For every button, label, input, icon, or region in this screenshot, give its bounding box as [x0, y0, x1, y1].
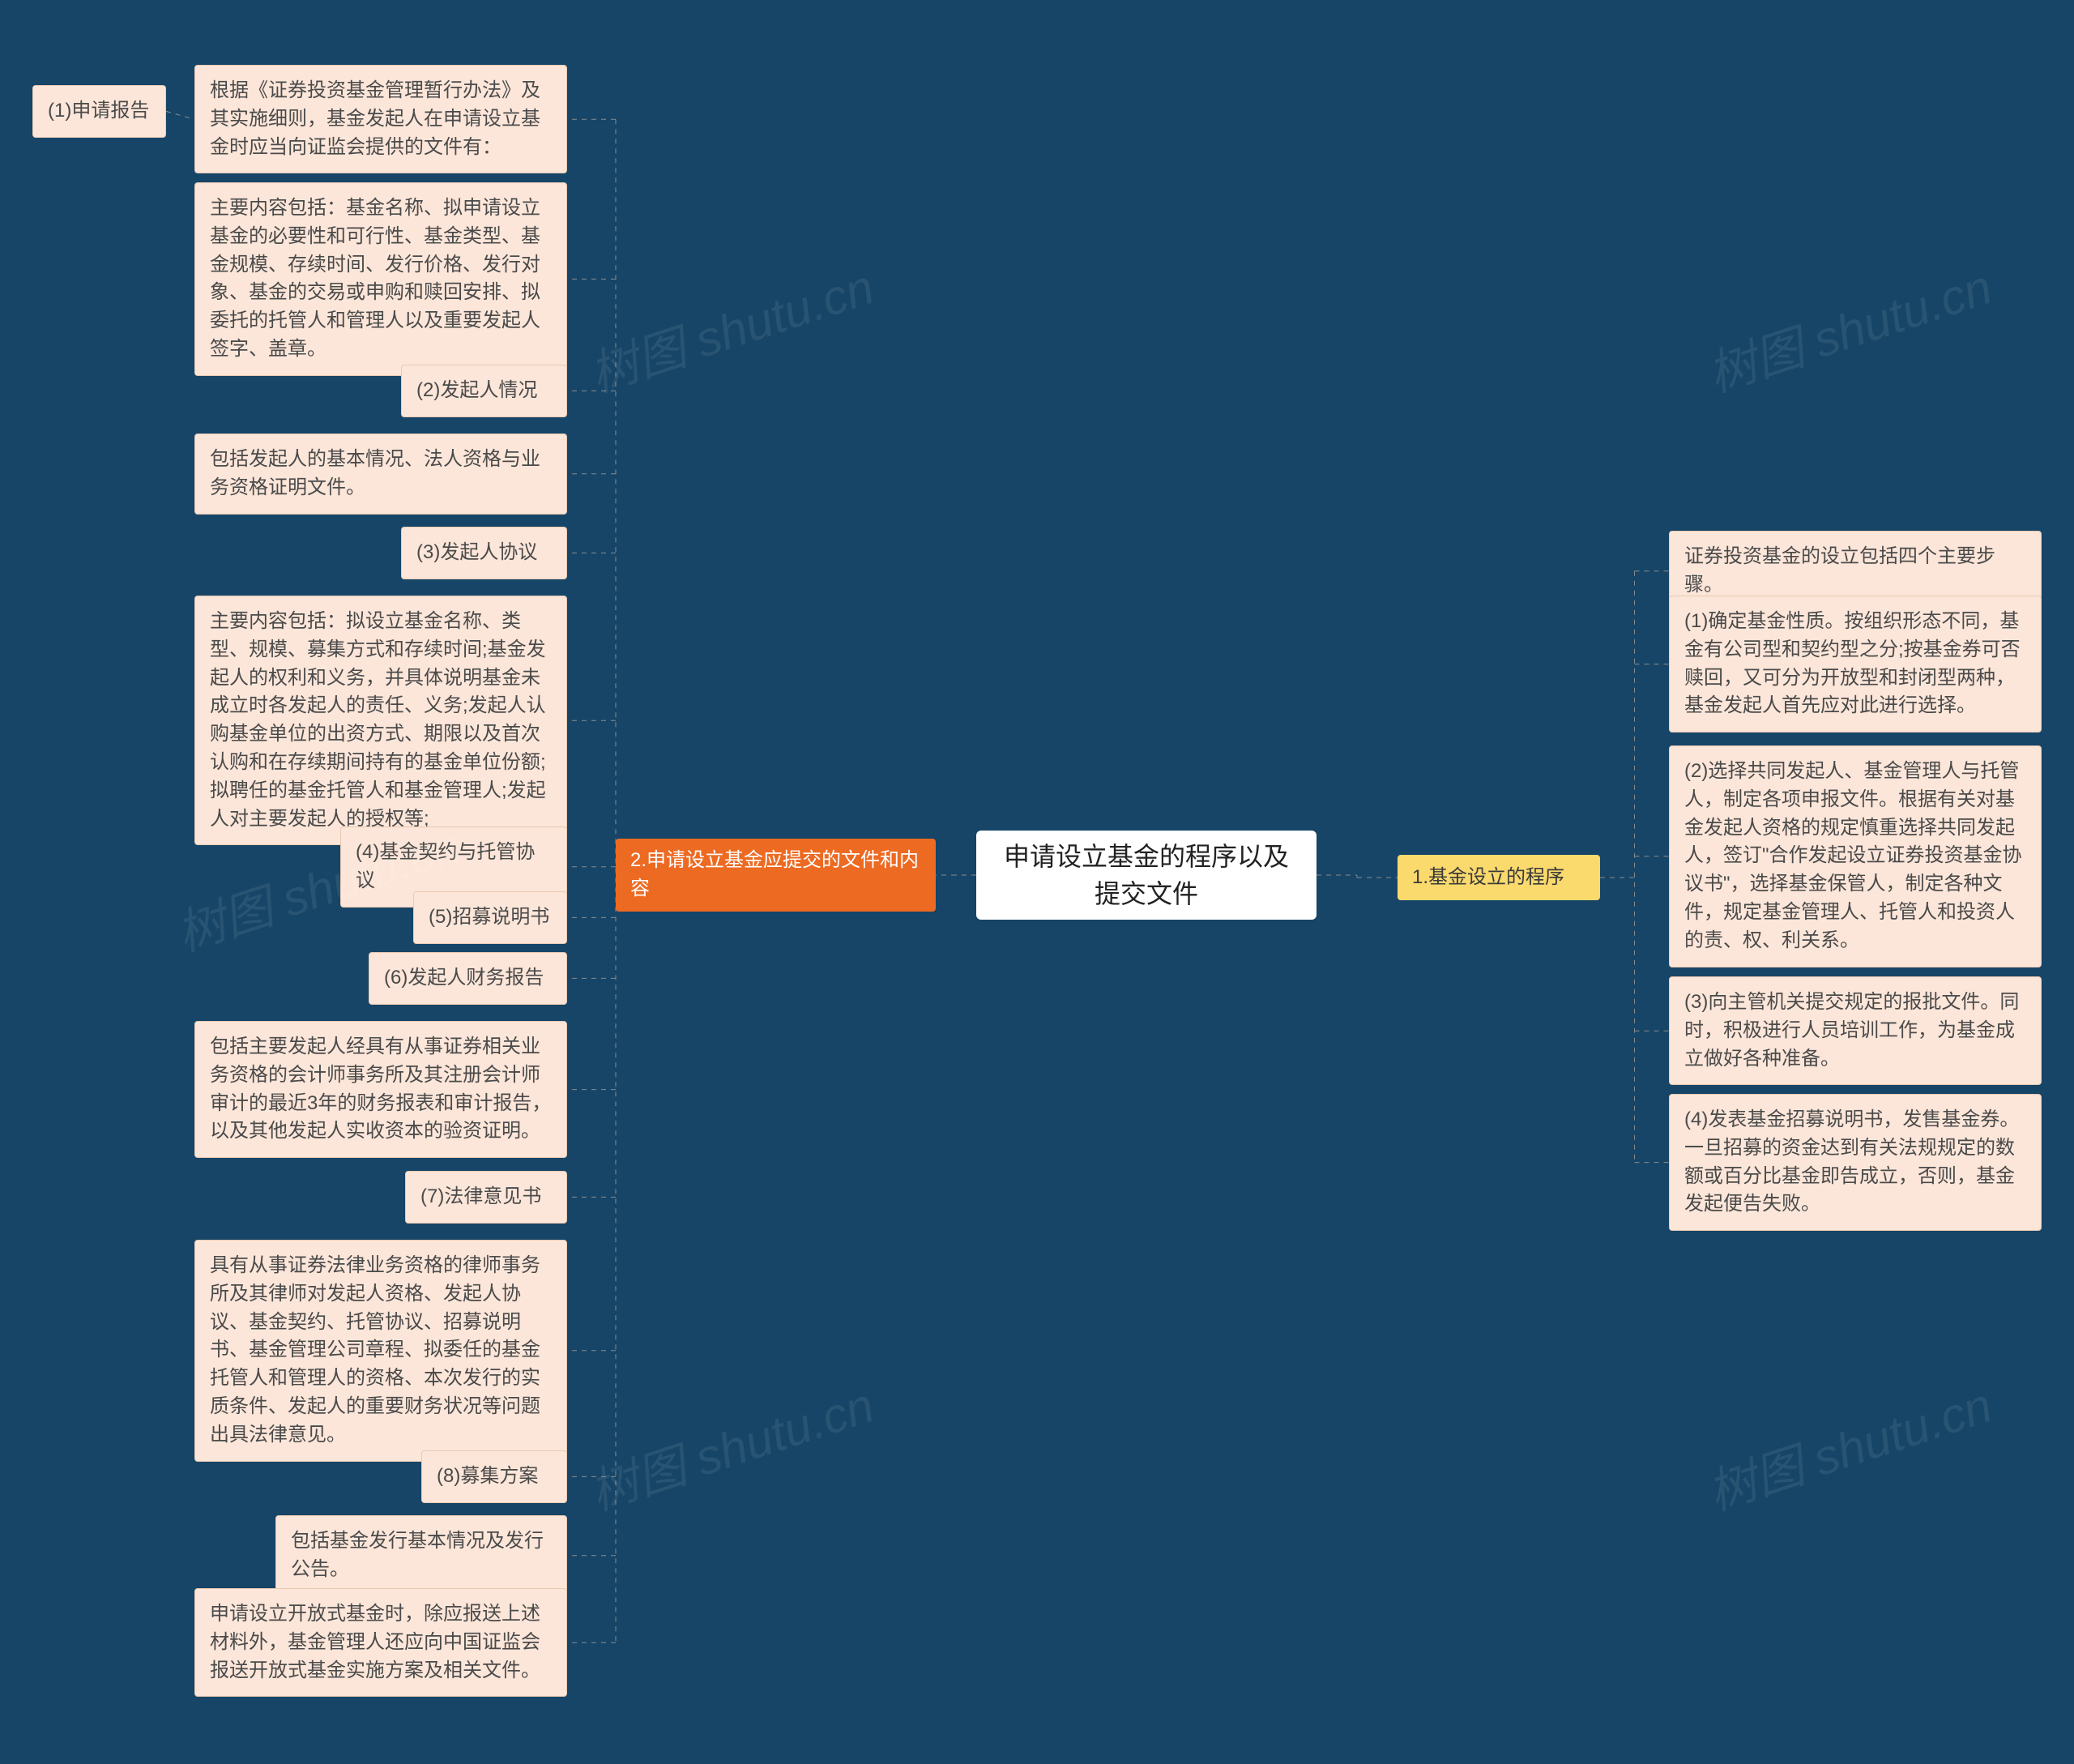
leaf-left-7: (5)招募说明书 — [413, 891, 567, 944]
leaf-left-9-text: 包括主要发起人经具有从事证券相关业务资格的会计师事务所及其注册会计师审计的最近3… — [210, 1033, 552, 1146]
leaf-left-13: 包括基金发行基本情况及发行公告。 — [275, 1515, 567, 1596]
branch-left-label-l2: 容 — [630, 875, 650, 903]
leaf-left-14: 申请设立开放式基金时，除应报送上述材料外，基金管理人还应向中国证监会报送开放式基… — [194, 1588, 567, 1697]
leaf-left-1: 主要内容包括：基金名称、拟申请设立基金的必要性和可行性、基金类型、基金规模、存续… — [194, 182, 567, 376]
leaf-left-6-text: (4)基金契约与托管协议 — [356, 839, 552, 895]
leaf-left-3: 包括发起人的基本情况、法人资格与业务资格证明文件。 — [194, 434, 567, 515]
leaf-right-2: (2)选择共同发起人、基金管理人与托管人，制定各项申报文件。根据有关对基金发起人… — [1669, 745, 2042, 967]
leaf-left-2-text: (2)发起人情况 — [416, 377, 537, 405]
watermark: 树图 shutu.cn — [1697, 248, 1999, 406]
leaf-left-9: 包括主要发起人经具有从事证券相关业务资格的会计师事务所及其注册会计师审计的最近3… — [194, 1021, 567, 1158]
root-line1: 申请设立基金的程序以及 — [1004, 838, 1289, 875]
root-node: 申请设立基金的程序以及 提交文件 — [976, 831, 1317, 920]
branch-left: 2.申请设立基金应提交的文件和内 容 — [616, 839, 936, 912]
branch-left-label-l1: 2.申请设立基金应提交的文件和内 — [630, 847, 919, 875]
leaf-left-14-text: 申请设立开放式基金时，除应报送上述材料外，基金管理人还应向中国证监会报送开放式基… — [210, 1600, 552, 1685]
watermark: 树图 shutu.cn — [579, 1366, 881, 1524]
leaf-right-3-text: (3)向主管机关提交规定的报批文件。同时，积极进行人员培训工作，为基金成立做好各… — [1684, 989, 2026, 1073]
leaf-right-1: (1)确定基金性质。按组织形态不同，基金有公司型和契约型之分;按基金券可否赎回，… — [1669, 596, 2042, 733]
leaf-left-0-side: (1)申请报告 — [32, 85, 166, 138]
root-line2: 提交文件 — [1095, 875, 1198, 912]
leaf-left-2: (2)发起人情况 — [401, 365, 567, 417]
leaf-left-11-text: 具有从事证券法律业务资格的律师事务所及其律师对发起人资格、发起人协议、基金契约、… — [210, 1252, 552, 1450]
leaf-left-5-text: 主要内容包括：拟设立基金名称、类型、规模、募集方式和存续时间;基金发起人的权利和… — [210, 608, 552, 833]
leaf-right-4: (4)发表基金招募说明书，发售基金券。一旦招募的资金达到有关法规规定的数额或百分… — [1669, 1094, 2042, 1231]
leaf-left-8: (6)发起人财务报告 — [369, 952, 567, 1005]
leaf-left-0: 根据《证券投资基金管理暂行办法》及其实施细则，基金发起人在申请设立基金时应当向证… — [194, 65, 567, 173]
watermark: 树图 shutu.cn — [1697, 1366, 1999, 1524]
branch-right-label: 1.基金设立的程序 — [1412, 864, 1564, 892]
watermark: 树图 shutu.cn — [579, 248, 881, 406]
leaf-right-1-text: (1)确定基金性质。按组织形态不同，基金有公司型和契约型之分;按基金券可否赎回，… — [1684, 608, 2026, 720]
leaf-left-12-text: (8)募集方案 — [437, 1463, 538, 1491]
leaf-left-4: (3)发起人协议 — [401, 527, 567, 579]
leaf-left-0-side-text: (1)申请报告 — [48, 97, 149, 126]
leaf-left-10-text: (7)法律意见书 — [420, 1183, 541, 1211]
leaf-right-4-text: (4)发表基金招募说明书，发售基金券。一旦招募的资金达到有关法规规定的数额或百分… — [1684, 1106, 2026, 1219]
leaf-left-5: 主要内容包括：拟设立基金名称、类型、规模、募集方式和存续时间;基金发起人的权利和… — [194, 596, 567, 845]
leaf-left-12: (8)募集方案 — [421, 1450, 567, 1503]
leaf-left-0-text: 根据《证券投资基金管理暂行办法》及其实施细则，基金发起人在申请设立基金时应当向证… — [210, 77, 552, 161]
branch-right: 1.基金设立的程序 — [1398, 855, 1600, 900]
leaf-left-10: (7)法律意见书 — [405, 1171, 567, 1224]
leaf-left-4-text: (3)发起人协议 — [416, 539, 537, 567]
leaf-left-13-text: 包括基金发行基本情况及发行公告。 — [291, 1527, 552, 1584]
leaf-left-1-text: 主要内容包括：基金名称、拟申请设立基金的必要性和可行性、基金类型、基金规模、存续… — [210, 194, 552, 364]
leaf-left-8-text: (6)发起人财务报告 — [384, 964, 544, 993]
leaf-left-7-text: (5)招募说明书 — [429, 903, 549, 932]
leaf-left-3-text: 包括发起人的基本情况、法人资格与业务资格证明文件。 — [210, 446, 552, 502]
leaf-right-0-text: 证券投资基金的设立包括四个主要步骤。 — [1684, 543, 2026, 600]
leaf-right-3: (3)向主管机关提交规定的报批文件。同时，积极进行人员培训工作，为基金成立做好各… — [1669, 976, 2042, 1085]
leaf-left-11: 具有从事证券法律业务资格的律师事务所及其律师对发起人资格、发起人协议、基金契约、… — [194, 1240, 567, 1462]
leaf-right-2-text: (2)选择共同发起人、基金管理人与托管人，制定各项申报文件。根据有关对基金发起人… — [1684, 758, 2026, 955]
